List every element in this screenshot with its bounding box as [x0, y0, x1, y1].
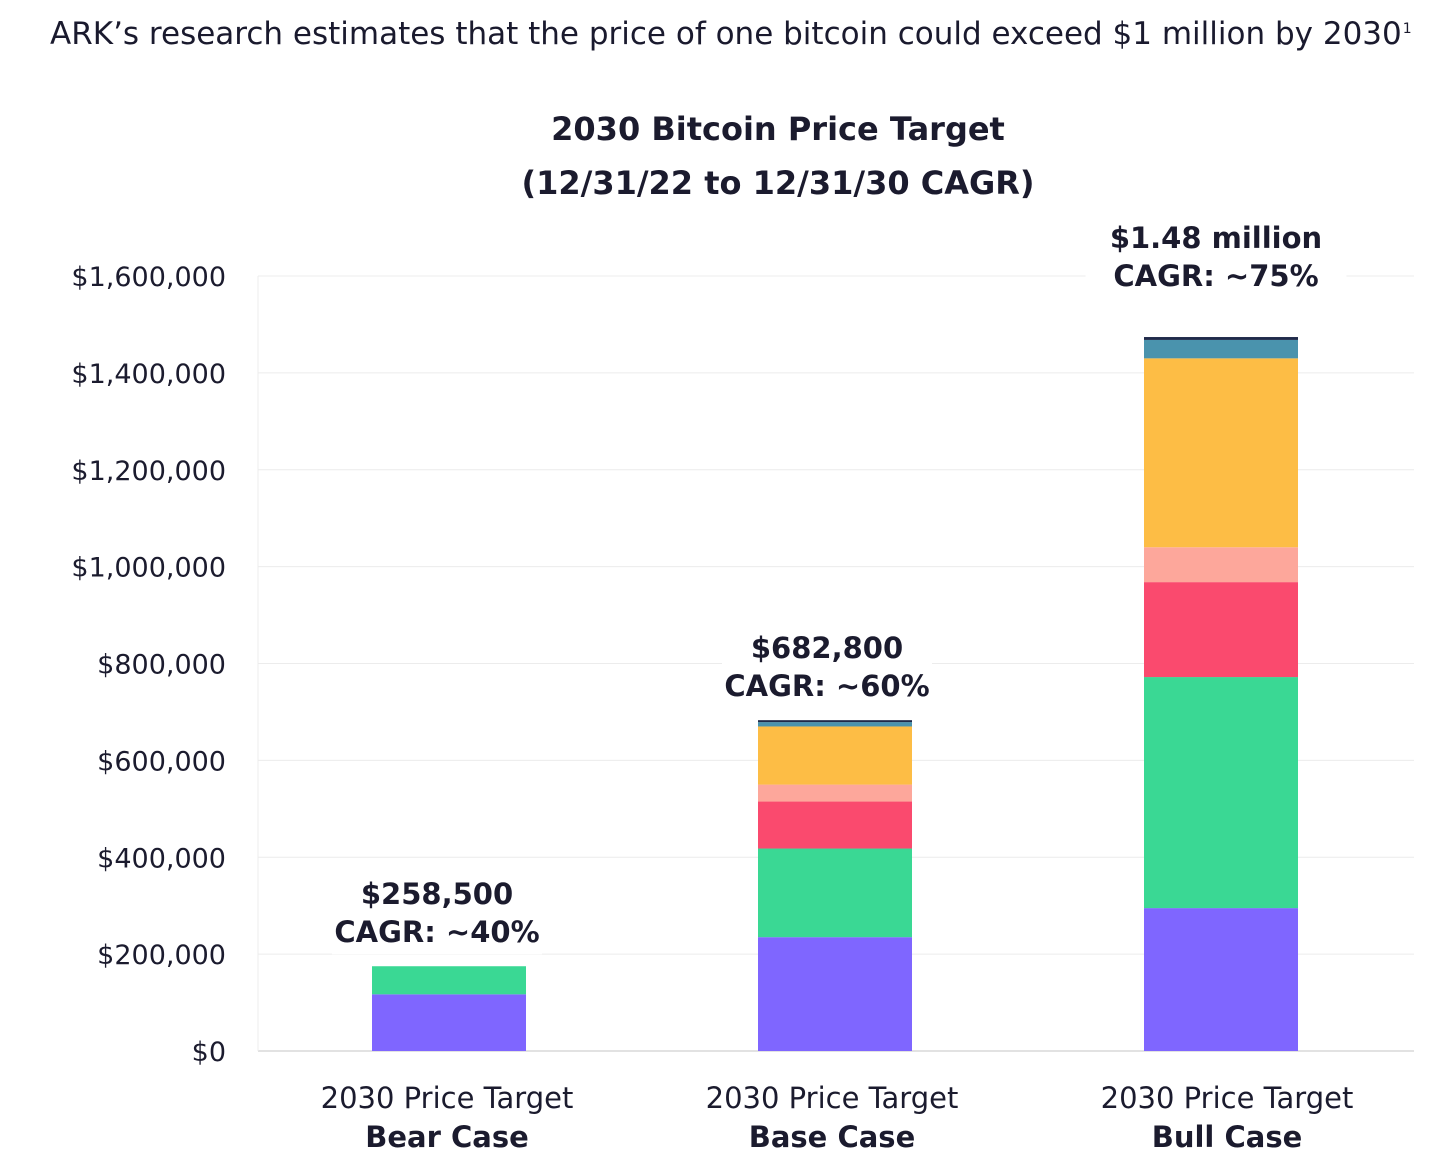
bar-segment-yellow — [1144, 358, 1298, 548]
bar-segment-navy — [1144, 337, 1298, 340]
chart-title-line-2: (12/31/22 to 12/31/30 CAGR) — [521, 164, 1034, 202]
bar-segment-red — [758, 801, 912, 849]
y-tick-label: $200,000 — [97, 940, 226, 971]
x-category-case: Bull Case — [1152, 1120, 1303, 1154]
headline-footnote: 1 — [1402, 20, 1412, 37]
bar-segment-teal — [1144, 339, 1298, 359]
bar-stack — [372, 966, 526, 1051]
headline-text: ARK’s research estimates that the price … — [50, 16, 1402, 52]
bar-segment-navy — [758, 720, 912, 723]
x-category-label: 2030 Price Target — [706, 1081, 959, 1115]
x-category-case: Base Case — [749, 1120, 915, 1154]
annotation-backing — [1085, 214, 1347, 298]
annotation-cagr: CAGR: ~60% — [724, 669, 929, 703]
chart-title-line-1: 2030 Bitcoin Price Target — [551, 110, 1005, 148]
y-tick-label: $1,000,000 — [71, 553, 226, 584]
y-tick-label: $1,200,000 — [71, 456, 226, 487]
x-axis: 2030 Price Target Bear Case 2030 Price Tar… — [321, 1081, 1354, 1154]
bar-segment-green — [758, 848, 912, 938]
annotation-value: $682,800 — [751, 631, 903, 665]
x-category-label: 2030 Price Target — [1101, 1081, 1354, 1115]
bar-segment-pink — [1144, 547, 1298, 583]
x-category-case: Bear Case — [365, 1120, 529, 1154]
bar-segment-green — [372, 966, 526, 995]
bar-segment-teal — [758, 722, 912, 727]
bar-segment-purple — [758, 937, 912, 1051]
y-tick-label: $400,000 — [97, 843, 226, 874]
bar-stack — [758, 720, 912, 1051]
y-tick-label: $1,400,000 — [71, 359, 226, 390]
x-category-label: 2030 Price Target — [321, 1081, 574, 1115]
bar-segment-purple — [372, 994, 526, 1051]
annotation-value: $1.48 million — [1110, 221, 1322, 255]
annotation-backing — [332, 870, 542, 955]
bar-segment-pink — [758, 784, 912, 802]
annotation-cagr: CAGR: ~75% — [1113, 259, 1318, 293]
bar-segment-red — [1144, 582, 1298, 678]
bar-segment-purple — [1144, 908, 1298, 1051]
bar-segment-green — [1144, 677, 1298, 909]
y-tick-label: $800,000 — [97, 650, 226, 681]
y-tick-label: $0 — [192, 1037, 226, 1068]
y-axis: $0 $200,000 $400,000 $600,000 $800,000 $1,000… — [71, 262, 226, 1068]
annotation-value: $258,500 — [361, 877, 513, 911]
bars — [372, 337, 1298, 1051]
annotation-backing — [722, 624, 932, 709]
y-tick-label: $1,600,000 — [71, 262, 226, 293]
annotation-cagr: CAGR: ~40% — [334, 915, 539, 949]
chart-title: 2030 Bitcoin Price Target (12/31/22 to 12… — [521, 110, 1034, 202]
bar-annotations: $258,500 CAGR: ~40% $682,800 CAGR: ~60% $1.4… — [332, 214, 1347, 955]
bar-segment-yellow — [758, 726, 912, 785]
y-tick-label: $600,000 — [97, 746, 226, 777]
headline: ARK’s research estimates that the price … — [50, 16, 1412, 52]
bar-stack — [1144, 337, 1298, 1051]
